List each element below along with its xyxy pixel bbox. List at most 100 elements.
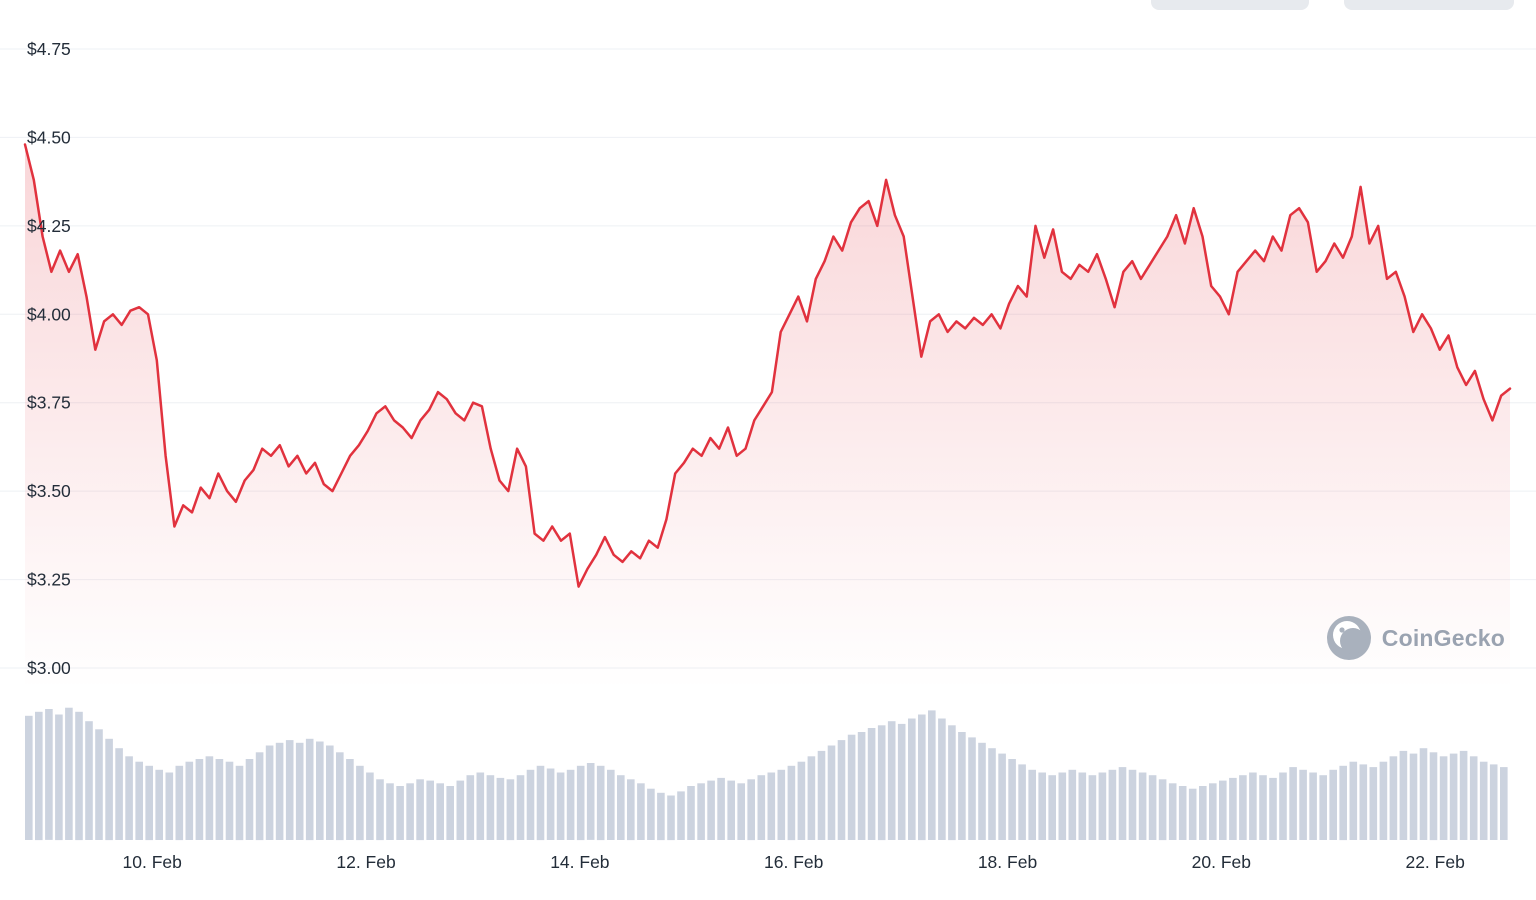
volume-bar [837,740,846,840]
x-axis-label: 10. Feb [123,852,182,872]
volume-bar [115,748,123,840]
volume-bar [185,761,194,840]
volume-bar [536,765,545,841]
y-axis-label: $4.75 [27,39,71,59]
volume-bar [958,732,966,840]
volume-bar [1209,783,1217,840]
volume-bar [1108,769,1117,840]
volume-bar [1269,777,1277,840]
volume-bar [928,710,936,840]
volume-bar [205,756,214,840]
volume-bar [1178,786,1187,840]
volume-bar [145,765,153,841]
y-axis-label: $3.00 [27,658,71,678]
volume-bar [1359,764,1368,840]
y-axis-label: $3.50 [27,481,71,501]
volume-bar [647,788,655,840]
volume-bar [767,772,776,840]
volume-bar [637,783,645,840]
volume-bar [1349,761,1358,840]
volume-bar [948,725,956,841]
volume-bar [1239,775,1247,840]
volume-bar [998,753,1006,840]
volume-bar [817,750,826,840]
volume-bar [366,772,374,840]
volume-bar [968,737,976,840]
volume-bar [908,718,916,840]
volume-bar [1098,772,1107,840]
volume-bar [75,711,83,841]
volume-bar [1158,779,1167,841]
volume-bar [1279,772,1287,840]
toolbar-button-partial-right[interactable] [1344,0,1514,10]
volume-bar [1118,767,1127,840]
volume-bar [305,738,314,841]
volume-bar [1199,786,1207,840]
volume-bar [1339,765,1347,841]
volume-bar [737,783,745,840]
volume-bar [1369,767,1378,840]
volume-bar [667,795,675,841]
volume-bar [376,779,384,841]
x-axis-label: 12. Feb [336,852,395,872]
watermark-text: CoinGecko [1381,624,1505,651]
volume-bar [1008,759,1016,840]
volume-bar [857,732,866,840]
volume-bar [1028,769,1036,840]
volume-bar [165,772,174,840]
volume-bar [1479,761,1488,840]
y-axis-label: $4.00 [27,304,71,324]
volume-bar [1188,788,1197,840]
volume-bar [918,714,926,841]
volume-bar [1038,772,1046,840]
volume-bar [125,756,133,840]
volume-bar [657,792,665,841]
volume-bar [135,761,143,840]
y-axis-label: $4.50 [27,127,71,147]
volume-bar [225,761,234,840]
volume-bar [887,721,896,840]
volume-bar [456,780,465,840]
volume-bar [506,779,515,841]
volume-bar [1459,750,1468,840]
volume-bar [245,759,254,840]
volume-bar [1048,775,1056,840]
volume-bar [486,775,495,840]
volume-bar [526,769,535,840]
x-axis-label: 22. Feb [1405,852,1464,872]
volume-bar [85,721,93,840]
volume-bar [687,786,695,840]
volume-bar [406,783,414,840]
volume-bar [1249,772,1257,840]
volume-bar [155,769,163,840]
volume-bar [496,777,505,840]
volume-bar [677,791,685,840]
volume-bar [556,772,565,840]
volume-bar [326,745,334,840]
volume-bar [466,775,475,840]
volume-bar [65,707,73,840]
volume-bar [576,765,585,841]
volume-bar [1449,753,1458,840]
volume-bar [386,783,394,840]
volume-bar [1259,775,1267,840]
volume-bar [707,780,715,840]
volume-bar [476,772,485,840]
volume-bar [1148,775,1157,840]
volume-bar [1219,780,1227,840]
volume-bar [235,765,244,841]
price-line [23,143,1512,588]
x-axis-label: 20. Feb [1192,852,1251,872]
y-axis-label: $3.25 [27,570,71,590]
y-axis-label: $4.25 [27,216,71,236]
volume-bar [1068,769,1077,840]
volume-bar [1128,769,1137,840]
volume-bar [1299,769,1307,840]
volume-bar [45,709,53,840]
volume-bar [938,718,946,840]
volume-bar [275,742,284,840]
volume-bar [807,756,816,840]
toolbar-button-partial-left[interactable] [1151,0,1309,10]
volume-bar [847,734,856,840]
